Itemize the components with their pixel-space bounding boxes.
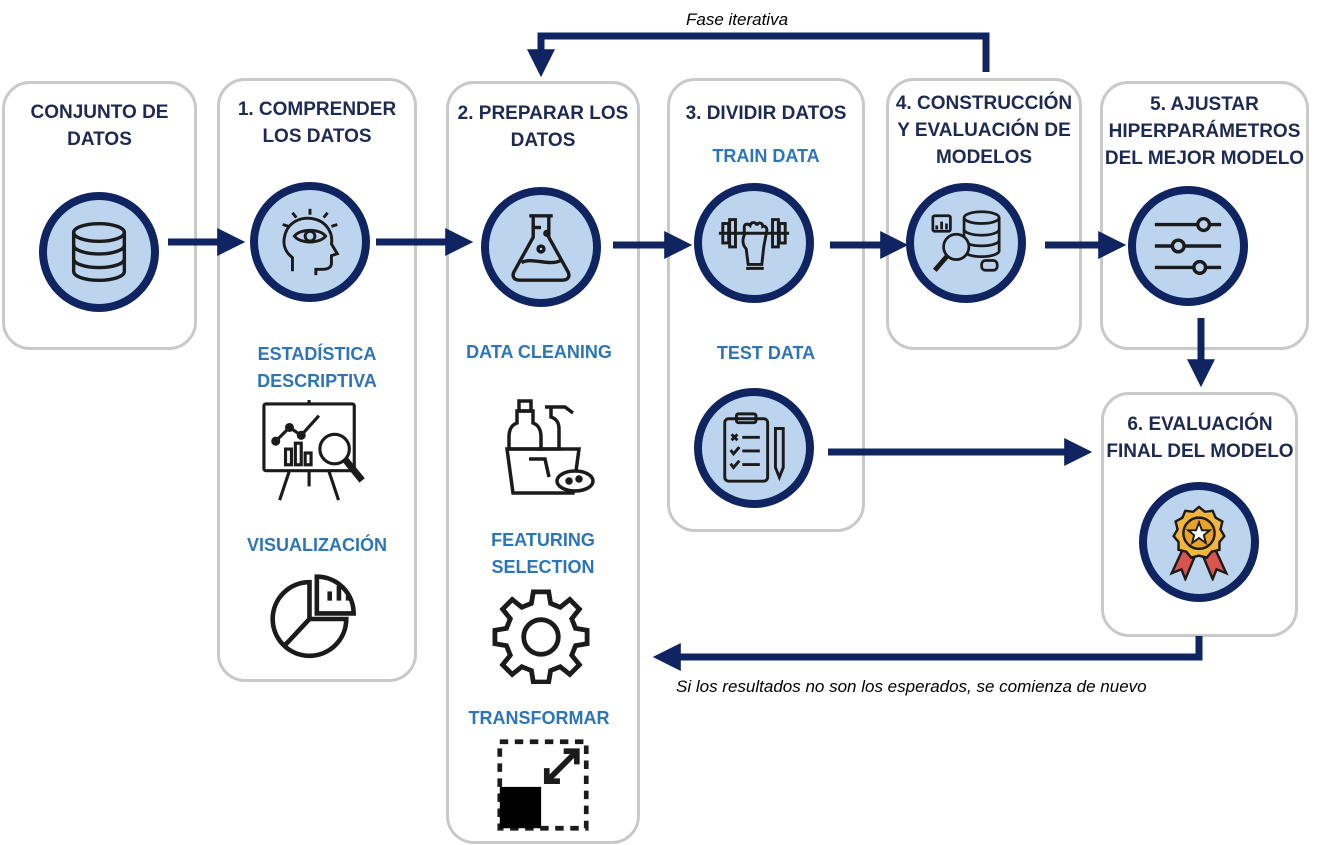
- circle-conjunto-datos: [39, 192, 159, 312]
- circle-ajustar-hiperparametros: [1128, 186, 1248, 306]
- circle-construccion-modelos: [906, 183, 1026, 303]
- circle-train-data: [694, 183, 814, 303]
- flask-icon: [511, 214, 571, 282]
- arrow-restart: [652, 636, 1203, 671]
- data-search-icon: [931, 210, 1001, 272]
- circle-test-data: [694, 388, 814, 508]
- arrow-iterative: [527, 32, 990, 78]
- title-preparar-datos: 2. PREPARAR LOS DATOS: [457, 103, 629, 151]
- circle-evaluacion-final: [1139, 482, 1259, 602]
- title-ajustar-hiperparametros: 5. AJUSTAR HIPERPARÁMETROS DEL MEJOR MOD…: [1104, 94, 1305, 169]
- gear-icon: [492, 589, 590, 684]
- restart-note: Si los resultados no son los esperados, …: [676, 677, 1147, 696]
- label-visualizacion: VISUALIZACIÓN: [246, 535, 387, 555]
- title-dividir-datos: 3. DIVIDIR DATOS: [685, 103, 847, 124]
- circle-comprender-datos: [250, 182, 370, 302]
- label-data-cleaning: DATA CLEANING: [466, 342, 612, 362]
- iterative-phase-label: Fase iterativa: [686, 10, 789, 29]
- circle-preparar-datos: [481, 187, 601, 307]
- label-train-data: TRAIN DATA: [712, 146, 820, 166]
- title-construccion-modelos: 4. CONSTRUCCIÓN Y EVALUACIÓN DE MODELOS: [895, 93, 1073, 168]
- sliders-icon: [1154, 216, 1222, 276]
- resize-transform-icon: [497, 739, 589, 831]
- title-conjunto-datos: CONJUNTO DE DATOS: [30, 102, 169, 150]
- pie-chart-icon: [270, 574, 356, 659]
- label-transformar: TRANSFORMAR: [468, 708, 610, 728]
- label-test-data: TEST DATA: [716, 343, 816, 363]
- label-featuring-selection: FEATURING SELECTION: [491, 530, 595, 577]
- presentation-chart-icon: [262, 399, 365, 501]
- cleaning-supplies-icon: [504, 399, 595, 495]
- title-comprender-datos: 1. COMPRENDER LOS DATOS: [237, 99, 397, 147]
- dumbbell-icon: [718, 218, 790, 270]
- title-evaluacion-final: 6. EVALUACIÓN FINAL DEL MODELO: [1106, 414, 1294, 462]
- head-eye-icon: [282, 208, 340, 276]
- label-estadistica-descriptiva: ESTADÍSTICA DESCRIPTIVA: [257, 344, 377, 391]
- database-icon: [71, 222, 127, 282]
- clipboard-checklist-icon: [723, 412, 785, 483]
- medal-icon: [1169, 505, 1229, 581]
